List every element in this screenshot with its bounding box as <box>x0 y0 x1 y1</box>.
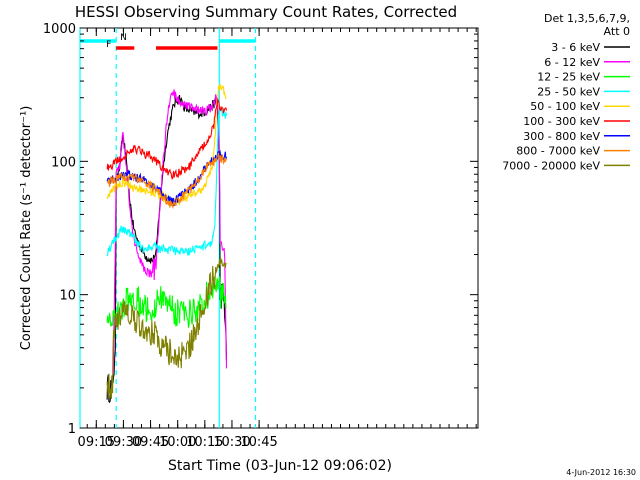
y-tick-label-1: 10 <box>59 289 76 304</box>
legend-header-line1: Det 1,3,5,6,7,9, <box>544 12 630 25</box>
series-line-7 <box>107 152 227 210</box>
x-tick-label-0: 09:15 <box>78 435 115 450</box>
plot-frame <box>79 27 479 429</box>
series-line-5 <box>106 97 228 180</box>
legend-label-7: 800 - 7000 keV <box>516 145 600 158</box>
y-axis-label: Corrected Count Rate (s⁻¹ detector⁻¹) <box>19 106 34 351</box>
series-lines <box>106 84 228 404</box>
legend: Det 1,3,5,6,7,9, Att 0 3 - 6 keV 6 - 12 k… <box>502 12 630 172</box>
series-line-1 <box>112 89 228 374</box>
x-tick-label-4: 10:15 <box>186 435 223 450</box>
vertical-markers <box>79 28 257 428</box>
x-tick-label-3: 10:00 <box>159 435 196 450</box>
legend-label-8: 7000 - 20000 keV <box>502 159 600 172</box>
flag-bars: NF <box>80 33 256 50</box>
chart-title: HESSI Observing Summary Count Rates, Cor… <box>75 3 457 21</box>
legend-label-5: 100 - 300 keV <box>523 115 600 128</box>
x-tick-label-1: 09:30 <box>105 435 142 450</box>
series-line-8 <box>106 257 227 400</box>
x-tick-label-6: 10:45 <box>240 435 277 450</box>
flag-label-0: N <box>120 33 127 43</box>
y-tick-label-3: 1000 <box>43 22 76 37</box>
legend-label-6: 300 - 800 keV <box>523 130 600 143</box>
legend-label-4: 50 - 100 keV <box>530 100 600 113</box>
y-tick-label-2: 100 <box>51 155 76 170</box>
x-axis-label: Start Time (03-Jun-12 09:06:02) <box>168 458 392 474</box>
legend-label-1: 6 - 12 keV <box>544 56 600 69</box>
y-tick-label-0: 1 <box>68 422 76 437</box>
x-tick-label-2: 09:45 <box>132 435 169 450</box>
date-stamp: 4-Jun-2012 16:30 <box>566 468 636 477</box>
legend-label-0: 3 - 6 keV <box>551 41 600 54</box>
flag-label-2: F <box>106 40 111 50</box>
legend-label-2: 12 - 25 keV <box>537 71 600 84</box>
legend-label-3: 25 - 50 keV <box>537 85 600 98</box>
series-line-3 <box>106 108 228 257</box>
x-tick-label-5: 10:30 <box>213 435 250 450</box>
legend-header-line2: Att 0 <box>604 25 630 38</box>
